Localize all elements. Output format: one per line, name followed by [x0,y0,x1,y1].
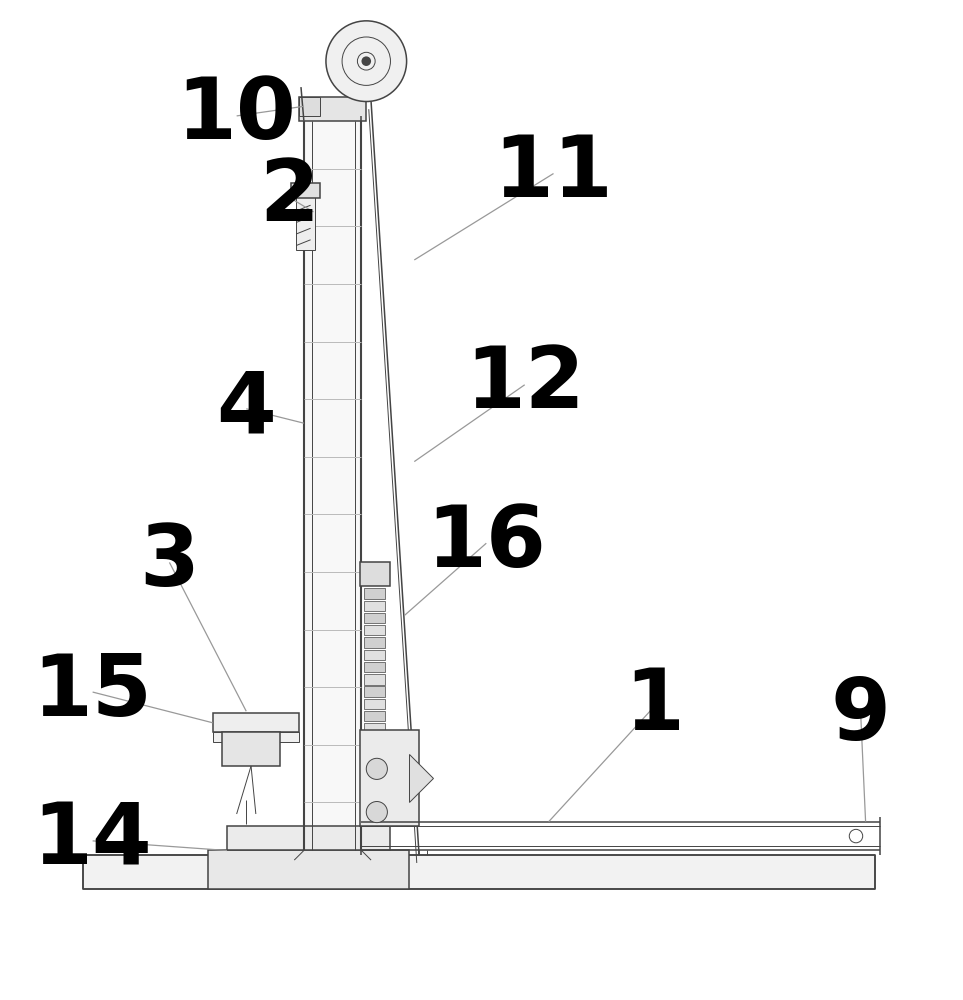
Bar [292,183,320,198]
Bar [208,850,409,889]
Bar [359,562,390,586]
Text: 4: 4 [217,367,276,450]
Text: 2: 2 [259,156,320,239]
Text: 1: 1 [624,665,685,748]
Bar [299,97,320,116]
Bar [364,686,385,697]
Bar [297,183,315,250]
Circle shape [366,758,387,779]
Bar [359,730,419,826]
Bar [364,797,385,807]
Circle shape [366,802,387,823]
Text: 9: 9 [831,675,891,758]
Bar [364,588,385,599]
Bar [364,613,385,623]
Text: 3: 3 [140,521,199,604]
Bar [364,723,385,734]
Bar [364,637,385,648]
Bar [213,713,299,732]
Text: 15: 15 [33,651,152,734]
Polygon shape [409,754,433,802]
Bar [364,760,385,770]
Bar [364,625,385,635]
Circle shape [849,829,863,843]
Bar [304,121,361,850]
Text: 12: 12 [465,343,585,426]
Text: 10: 10 [176,74,297,157]
Text: 11: 11 [494,132,613,215]
Bar [364,699,385,709]
Bar [364,785,385,795]
Bar [222,732,280,766]
Bar [364,601,385,611]
Bar [364,735,385,746]
Bar [364,772,385,783]
Text: 14: 14 [33,799,152,882]
Bar [364,662,385,672]
Circle shape [325,21,406,102]
Bar [364,711,385,721]
Bar [364,748,385,758]
Bar [83,855,875,889]
Bar [364,650,385,660]
Circle shape [361,56,371,66]
Bar [227,826,390,850]
Text: 16: 16 [427,502,546,585]
Bar [364,674,385,685]
Bar [299,97,366,121]
Bar [213,732,299,742]
